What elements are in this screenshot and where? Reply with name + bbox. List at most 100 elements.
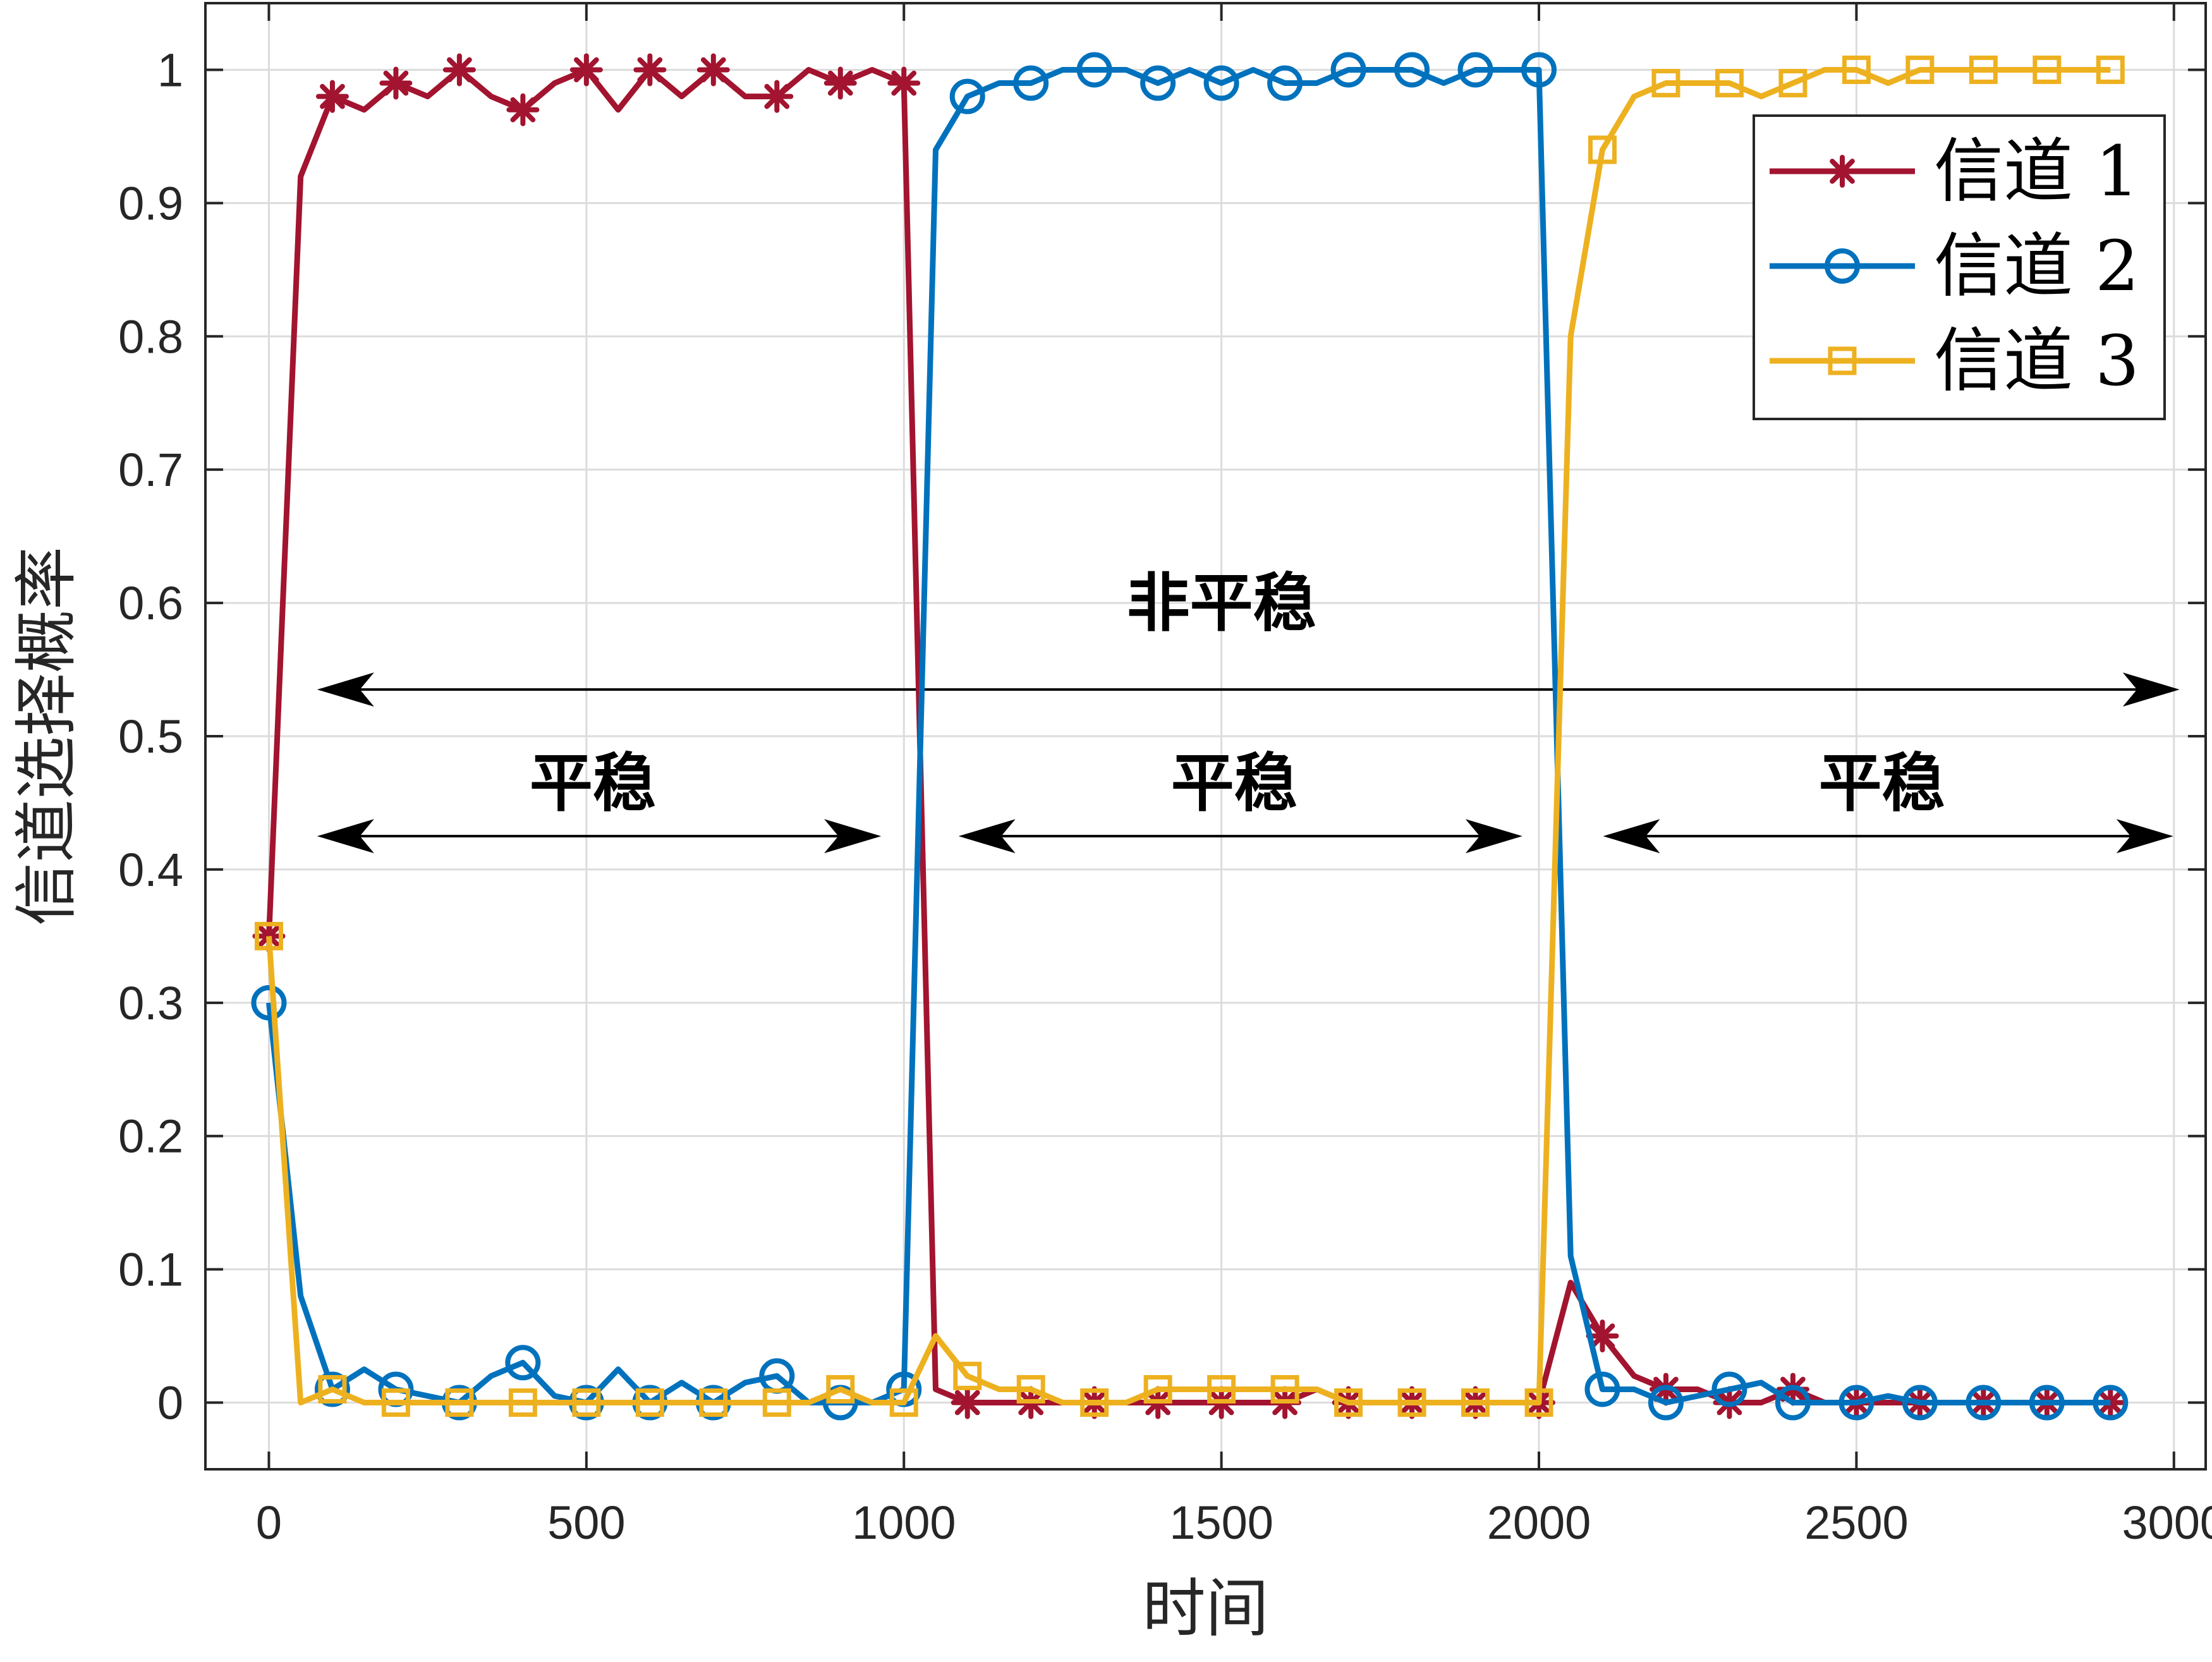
- x-tick-label: 500: [547, 1496, 625, 1549]
- legend-label: 信道 3: [1934, 320, 2139, 401]
- data-point: [1140, 65, 1176, 101]
- legend-swatch-marker: [1825, 248, 1860, 284]
- data-point: [1648, 1385, 1684, 1421]
- circle-marker: [2093, 1385, 2129, 1421]
- circle-marker: [1902, 1385, 1938, 1421]
- data-point: [1013, 65, 1049, 101]
- data-point: [1966, 1385, 2002, 1421]
- square-marker: [1828, 346, 1857, 375]
- annotation-label: 非平稳: [1127, 566, 1316, 640]
- y-tick-label: 0.4: [118, 844, 183, 896]
- legend-item-2: 信道 2: [1770, 226, 2139, 306]
- data-point: [760, 80, 794, 113]
- asterisk-stroke: [256, 923, 282, 949]
- data-point: [506, 93, 540, 126]
- circle-marker: [1825, 248, 1860, 284]
- asterisk-stroke: [320, 83, 345, 109]
- data-point: [696, 53, 730, 87]
- data-point: [826, 1374, 855, 1404]
- asterisk-stroke: [574, 57, 599, 83]
- data-point: [2096, 55, 2125, 84]
- square-marker: [254, 921, 283, 950]
- square-marker: [762, 1388, 791, 1417]
- circle-marker: [1584, 1371, 1620, 1407]
- data-point: [1902, 1385, 1938, 1421]
- data-point: [1270, 1374, 1299, 1404]
- data-point: [1397, 1388, 1426, 1417]
- square-marker: [1270, 1374, 1299, 1404]
- data-point: [762, 1388, 791, 1417]
- square-marker: [1651, 69, 1680, 98]
- series-layer: [251, 52, 2129, 1421]
- circle-marker: [2029, 1385, 2065, 1421]
- circle-marker: [1330, 52, 1366, 88]
- data-point: [1203, 65, 1239, 101]
- data-point: [1076, 52, 1112, 88]
- y-tick-label: 0.8: [118, 310, 183, 363]
- y-tick-label: 0.5: [118, 710, 183, 763]
- x-axis-label: 时间: [1143, 1572, 1269, 1646]
- circle-marker: [1838, 1385, 1875, 1421]
- data-point: [1330, 52, 1366, 88]
- data-point: [442, 53, 476, 87]
- circle-marker: [949, 78, 985, 114]
- square-marker: [699, 1388, 728, 1417]
- annotation-label: 平稳: [1171, 746, 1297, 820]
- x-tick-label: 2000: [1487, 1496, 1591, 1549]
- data-point: [1584, 1371, 1620, 1407]
- asterisk-stroke: [510, 97, 536, 123]
- square-marker: [445, 1388, 474, 1417]
- asterisk-stroke: [637, 57, 663, 83]
- square-marker: [318, 1374, 347, 1404]
- asterisk-stroke: [827, 70, 853, 96]
- square-marker: [1397, 1388, 1426, 1417]
- asterisk-stroke: [1589, 1323, 1615, 1349]
- circle-marker: [1140, 65, 1176, 101]
- data-point: [381, 1388, 410, 1417]
- data-point: [1838, 1385, 1875, 1421]
- data-point: [1778, 69, 1808, 98]
- annotation-label: 平稳: [1819, 746, 1945, 820]
- legend-swatch-marker: [1828, 346, 1857, 375]
- y-tick-label: 0.3: [118, 977, 183, 1029]
- circle-marker: [1966, 1385, 2002, 1421]
- x-tick-label: 1000: [852, 1496, 956, 1549]
- circle-marker: [1457, 52, 1493, 88]
- asterisk-stroke: [954, 1390, 980, 1416]
- data-point: [569, 53, 603, 87]
- circle-marker: [1076, 52, 1112, 88]
- y-tick-label: 0.2: [118, 1110, 183, 1163]
- data-point: [2033, 55, 2062, 84]
- data-point: [1394, 52, 1430, 88]
- square-marker: [953, 1361, 982, 1390]
- y-tick-label: 0: [157, 1377, 183, 1429]
- y-tick-label: 0.6: [118, 577, 183, 629]
- asterisk-stroke: [447, 57, 472, 83]
- data-point: [1267, 65, 1303, 101]
- legend: 信道 1 信道 2 信道 3: [1753, 114, 2166, 420]
- legend-swatch-marker: [1826, 155, 1859, 188]
- data-point: [572, 1388, 601, 1417]
- circle-marker: [1521, 52, 1557, 88]
- circle-marker: [1394, 52, 1430, 88]
- data-point: [1775, 1385, 1811, 1421]
- data-point: [1711, 1371, 1747, 1407]
- x-tick-label: 0: [256, 1496, 282, 1549]
- square-marker: [1016, 1374, 1045, 1404]
- data-point: [1143, 1374, 1172, 1404]
- legend-label: 信道 2: [1934, 226, 2139, 306]
- square-marker: [381, 1388, 410, 1417]
- square-marker: [508, 1388, 537, 1417]
- series-3: [254, 55, 2125, 1417]
- data-point: [2093, 1385, 2129, 1421]
- square-marker: [1461, 1388, 1490, 1417]
- data-point: [1080, 1388, 1109, 1417]
- square-marker: [889, 1388, 918, 1417]
- legend-item-3: 信道 3: [1770, 320, 2139, 401]
- square-marker: [1842, 55, 1871, 84]
- data-point: [315, 80, 349, 113]
- square-marker: [1715, 69, 1744, 98]
